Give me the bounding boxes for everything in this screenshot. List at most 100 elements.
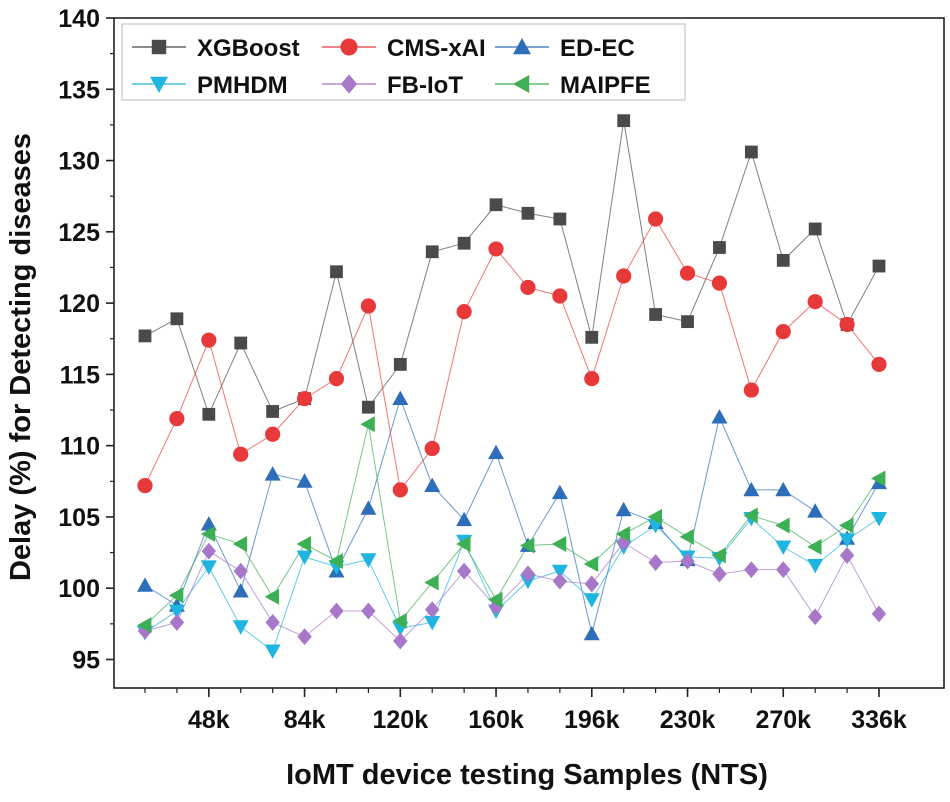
data-point-pmhdm	[871, 511, 887, 527]
data-point-maipfe	[360, 416, 375, 433]
data-point-cms-xai	[839, 316, 855, 333]
data-point-fb-iot	[712, 565, 727, 583]
data-point-cms-xai	[584, 371, 600, 387]
x-tick-label: 336k	[851, 706, 907, 734]
data-point-ed-ec	[264, 466, 281, 481]
data-point-xgboost	[713, 241, 726, 254]
data-point-maipfe	[137, 617, 152, 634]
data-point-ed-ec	[743, 481, 760, 497]
data-point-maipfe	[392, 613, 407, 629]
data-point-maipfe	[328, 553, 343, 570]
x-axis-ticks: 48k 84k 120k 160k 196k 230k 270k 336k	[144, 688, 907, 734]
data-point-cms-xai	[360, 298, 376, 314]
data-point-pmhdm	[360, 553, 377, 568]
data-point-cms-xai	[296, 391, 313, 407]
data-point-maipfe	[488, 591, 503, 608]
data-point-pmhdm	[583, 593, 600, 608]
data-point-maipfe	[456, 536, 471, 553]
y-tick-label: 125	[58, 219, 100, 247]
plot-frame	[113, 17, 945, 689]
data-point-cms-xai	[137, 477, 153, 494]
data-point-maipfe	[839, 517, 854, 534]
x-tick-label: 48k	[188, 706, 230, 734]
series-line-xgboost	[144, 120, 880, 416]
data-point-pmhdm	[296, 550, 313, 565]
data-point-xgboost	[138, 329, 152, 343]
x-tick-label: 84k	[284, 706, 326, 734]
data-point-ed-ec	[296, 473, 313, 488]
data-point-cms-xai	[169, 410, 185, 427]
data-point-xgboost	[649, 308, 663, 321]
x-tick-label: 160k	[468, 706, 524, 734]
data-point-maipfe	[807, 538, 822, 555]
data-point-maipfe	[679, 528, 694, 545]
y-axis-ticks: 95 100 105 110 115 120 125 130 135 140	[58, 5, 114, 674]
data-point-fb-iot	[329, 602, 344, 620]
data-point-fb-iot	[776, 561, 791, 579]
data-point-cms-xai	[392, 482, 408, 498]
legend-label-ed-ec: ED-EC	[560, 35, 635, 62]
data-point-cms-xai	[233, 446, 249, 462]
y-tick-label: 100	[58, 575, 100, 603]
data-point-pmhdm	[264, 644, 281, 659]
data-point-ed-ec	[137, 577, 153, 592]
y-tick-label: 120	[58, 290, 100, 318]
legend-marker-fb-iot	[340, 74, 358, 94]
data-point-xgboost	[808, 222, 822, 236]
y-tick-label: 115	[60, 361, 100, 389]
y-tick-label: 140	[58, 5, 100, 33]
data-point-fb-iot	[297, 628, 312, 646]
data-point-xgboost	[330, 265, 343, 279]
legend-marker-pmhdm	[150, 76, 168, 93]
data-point-maipfe	[200, 526, 216, 543]
data-point-pmhdm	[839, 533, 856, 548]
data-point-ed-ec	[488, 444, 505, 460]
data-point-cms-xai	[201, 332, 217, 348]
data-point-ed-ec	[711, 409, 728, 424]
data-point-xgboost	[425, 245, 439, 259]
data-point-xgboost	[393, 358, 407, 371]
data-point-ed-ec	[583, 625, 600, 641]
data-point-ed-ec	[807, 503, 824, 518]
data-point-cms-xai	[743, 382, 759, 398]
data-point-fb-iot	[680, 552, 695, 570]
data-point-xgboost	[266, 405, 280, 418]
data-point-fb-iot	[520, 565, 536, 583]
data-point-cms-xai	[552, 288, 568, 304]
data-point-xgboost	[170, 312, 184, 326]
series-line-ed-ec	[144, 397, 880, 634]
data-point-cms-xai	[807, 294, 823, 310]
data-point-maipfe	[168, 587, 184, 604]
data-point-xgboost	[202, 407, 216, 421]
data-point-maipfe	[711, 547, 726, 564]
data-point-maipfe	[519, 537, 535, 554]
data-point-maipfe	[871, 470, 886, 487]
data-point-cms-xai	[871, 356, 887, 373]
data-point-ed-ec	[551, 484, 568, 500]
data-point-fb-iot	[265, 614, 280, 631]
data-point-maipfe	[232, 536, 248, 553]
series-lines	[144, 120, 880, 652]
data-point-maipfe	[264, 588, 280, 605]
legend-marker-maipfe	[513, 75, 530, 93]
data-point-ed-ec	[200, 516, 217, 531]
data-point-pmhdm	[775, 540, 792, 555]
data-point-fb-iot	[839, 547, 855, 564]
legend-marker-cms-xai	[340, 38, 358, 56]
data-point-cms-xai	[775, 324, 791, 340]
data-point-cms-xai	[520, 279, 536, 296]
data-point-xgboost	[457, 236, 471, 250]
legend-marker-ed-ec	[513, 38, 531, 55]
y-tick-label: 130	[58, 148, 100, 176]
legend-label-cms-xai: CMS-xAI	[387, 35, 486, 62]
series-line-cms-xai	[144, 217, 880, 492]
data-point-cms-xai	[456, 304, 472, 320]
data-point-fb-iot	[744, 561, 759, 579]
x-tick-label: 270k	[755, 706, 811, 734]
legend-label-fb-iot: FB-IoT	[387, 72, 463, 99]
data-point-xgboost	[234, 336, 248, 350]
x-axis-label: IoMT device testing Samples (NTS)	[286, 759, 768, 791]
data-point-cms-xai	[265, 426, 281, 442]
data-point-xgboost	[617, 114, 631, 128]
